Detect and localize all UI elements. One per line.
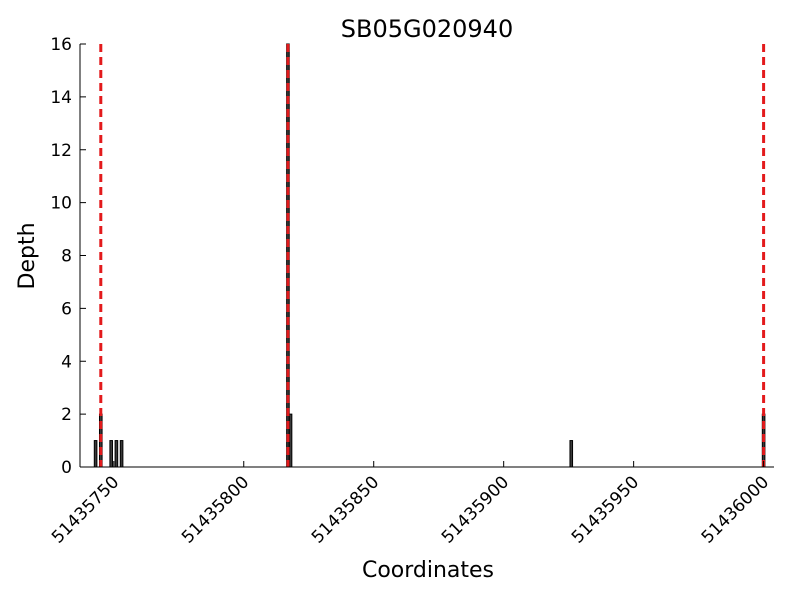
chart-title: SB05G020940 [341,15,513,43]
depth-bar-0 [93,440,98,468]
y-tick-label-4: 8 [61,247,72,267]
depth-bar-6 [288,413,293,468]
reference-lines-layer [99,44,766,467]
x-tick-label-3: 51435900 [438,472,513,547]
x-axis-label: Coordinates [362,558,494,583]
axes-layer [79,44,774,468]
depth-bar-7 [569,440,574,468]
y-tick-label-7: 14 [50,88,72,108]
y-tick-label-6: 12 [50,141,72,161]
depth-bar-3 [114,440,119,468]
y-tick-label-0: 0 [61,458,72,478]
x-tick-label-0: 51435750 [48,472,123,547]
x-tick-label-5: 51436000 [698,472,773,547]
depth-bar-4 [119,440,124,468]
y-axis-label: Depth [15,222,40,289]
x-tick-label-1: 51435800 [178,472,253,547]
ticks-layer: 0 2 4 6 8 10 12 14 16 51435750 51435800 51435850 514… [48,35,773,548]
x-tick-label-4: 51435950 [568,472,643,547]
y-tick-label-1: 2 [61,405,72,425]
y-tick-label-3: 6 [61,299,72,319]
bars-layer [93,43,766,468]
x-tick-label-2: 51435850 [308,472,383,547]
y-tick-label-8: 16 [50,35,72,55]
y-tick-label-2: 4 [61,352,72,372]
y-tick-label-5: 10 [50,194,72,214]
depth-bar-2 [109,440,113,468]
